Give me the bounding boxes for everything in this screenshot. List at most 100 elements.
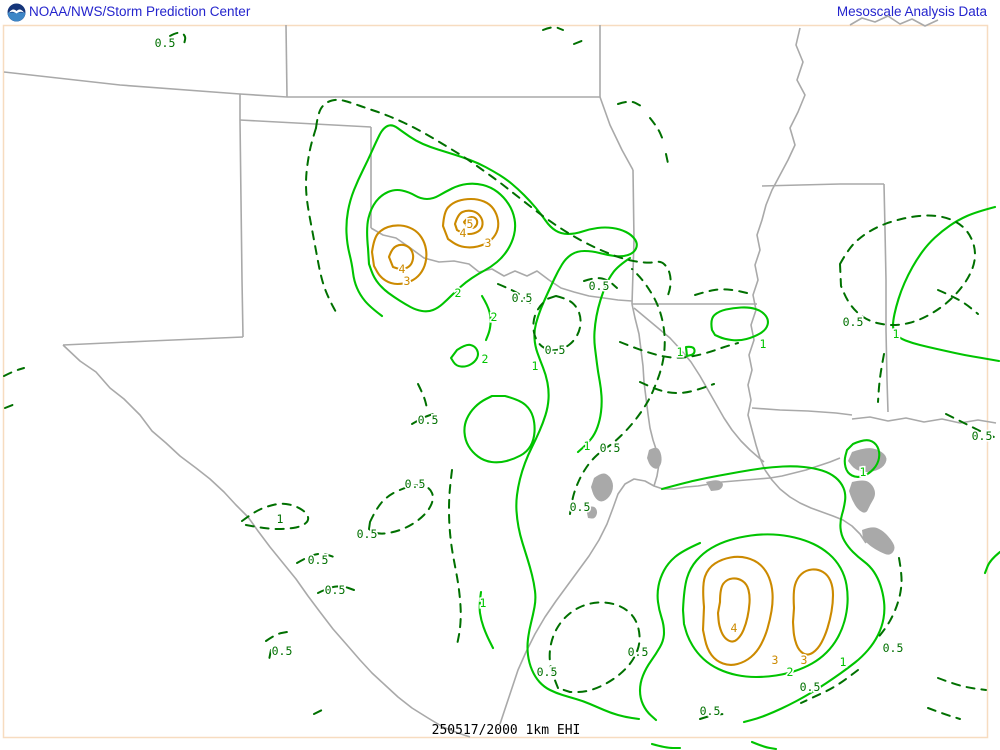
contour-label: 1 [860,465,867,479]
contour-0.5-47 [296,552,335,564]
contour-2-1 [366,182,517,313]
contour-4-23 [716,577,751,643]
contour-0.5-38 [877,353,885,403]
contour-1-4 [463,394,536,464]
contour-label: 0.5 [537,665,558,679]
contour-label: 2 [455,286,462,300]
contour-1-9 [891,205,1000,363]
contour-label: 0.5 [700,704,721,718]
contour-0.5-57 [699,713,725,720]
contour-0.5-42 [800,669,859,704]
contour-3-22 [701,555,774,666]
contour-0.5-50 [268,649,272,661]
contour-1-15 [750,740,778,750]
contour-label: 0.5 [570,500,591,514]
contour-0.5-33 [569,268,666,515]
border-ar-west [631,169,635,305]
contour-0.5-60 [417,383,428,409]
contour-0.5-28 [649,117,664,141]
border-red-river-la [633,307,765,463]
contour-0.5-36 [694,288,748,296]
border-ok-panhandle-south [239,119,372,128]
header-right-link[interactable]: Mesoscale Analysis Data [836,4,987,19]
border-nm-south [62,336,244,346]
contour-label: 0.5 [308,553,329,567]
border-mississippi-lower [764,469,867,544]
map-frame [2,24,989,739]
contour-0.5-25 [315,98,672,301]
contour-label: 1 [277,512,284,526]
contour-0.5-27 [617,100,642,107]
contour-0.5-31 [497,283,531,304]
water-delta-blob [862,527,895,555]
contour-0.5-53 [4,403,16,409]
contour-label: 0.5 [589,279,610,293]
water-coastal-marsh [706,480,723,491]
contour-1-5 [576,256,632,454]
contour-label: 3 [801,653,808,667]
contour-0.5-34 [619,341,739,359]
noaa-logo-icon [7,3,26,22]
contour-label: 3 [404,274,411,288]
border-mississippi-river [747,27,806,471]
page-header: NOAA/NWS/Storm Prediction Center Mesosca… [0,0,1000,25]
contour-label: 2 [482,352,489,366]
state-borders-layer [3,15,997,738]
border-rio-grande [62,344,471,738]
contour-0.5-56 [573,39,585,45]
contour-label: 1 [760,337,767,351]
contour-0.5-29 [665,153,670,169]
water-delta-blob-2 [849,480,875,513]
water-galveston-bay-2 [586,506,598,519]
contour-label: 0.5 [972,429,993,443]
contour-label: 4 [731,621,738,635]
contour-2-13 [681,533,849,679]
contour-3-17 [441,197,500,249]
border-co-ks [285,24,288,98]
contour-label: 1 [532,359,539,373]
contour-3-20 [370,224,428,286]
border-ms-coast [851,416,997,424]
contour-0.5-44 [927,707,961,720]
contour-2-2 [480,294,492,342]
contour-label: 3 [485,236,492,250]
contour-0.5-45 [548,601,641,693]
contour-label: 0.5 [600,441,621,455]
contour-label: 2 [491,310,498,324]
header-title-link[interactable]: NOAA/NWS/Storm Prediction Center [29,4,251,19]
contour-1-46 [241,502,310,530]
border-la-ms-31n [751,407,853,416]
contour-label: 1 [480,596,487,610]
contour-5-19 [462,215,479,230]
contour-label: 0.5 [800,680,821,694]
contour-0.5-26 [305,127,338,315]
contour-label: 0.5 [843,315,864,329]
contour-label: 1 [893,327,900,341]
contour-label: 0.5 [545,343,566,357]
border-ms-al [883,183,889,413]
contour-label: 5 [467,217,474,231]
contour-label: 1 [840,655,847,669]
contour-label: 0.5 [405,477,426,491]
contour-label: 0.5 [883,641,904,655]
contour-1-11 [660,465,886,724]
contour-1-14 [650,742,682,750]
water-galveston-bay [591,473,613,502]
contour-label: 0.5 [325,583,346,597]
contour-0.5-61 [448,469,462,646]
contour-label: 0.5 [357,527,378,541]
contour-0.5-52 [3,367,25,377]
contour-0.5-59 [411,413,434,425]
contour-1-0 [345,124,641,721]
contour-0.5-51 [368,484,434,535]
water-lake-pontchartrain [848,448,887,473]
contour-label: 1 [584,439,591,453]
contour-0.5-54 [169,31,187,45]
border-tx-coast [499,457,841,725]
contour-label: 0.5 [155,36,176,50]
border-topright-river [849,15,939,27]
contour-label: 1 [677,345,684,359]
contour-0.5-48 [317,585,355,594]
map-caption: 250517/2000 1km EHI [432,723,581,738]
